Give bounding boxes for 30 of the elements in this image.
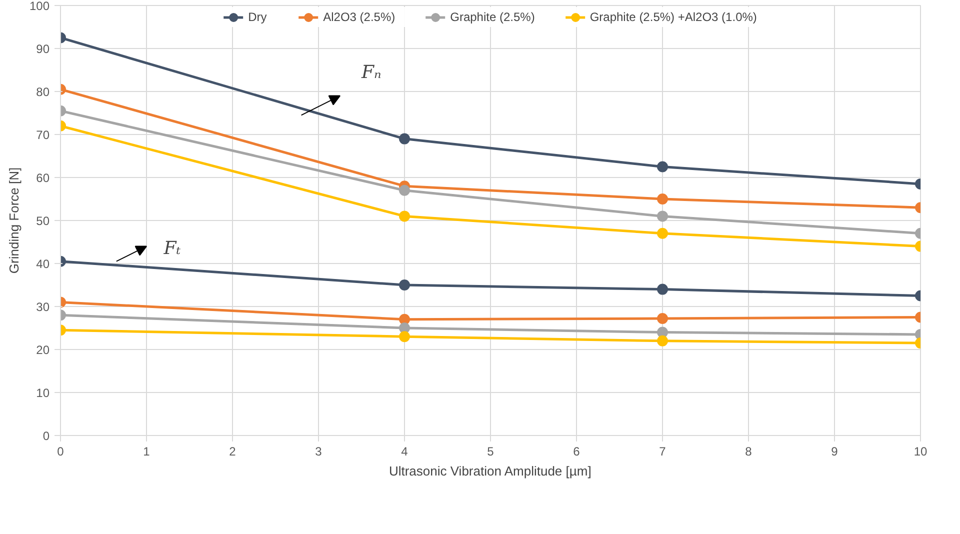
y-axis-title: Grinding Force [N] <box>6 167 22 274</box>
y-tick-label: 90 <box>36 42 50 56</box>
legend-label: Graphite (2.5%) <box>450 10 535 24</box>
x-tick-label: 0 <box>57 444 64 458</box>
x-axis-title: Ultrasonic Vibration Amplitude [µm] <box>388 464 592 478</box>
annotation: Fₜ <box>162 238 182 260</box>
y-tick-label: 100 <box>29 0 50 13</box>
y-tick-label: 50 <box>36 214 50 228</box>
y-tick-label: 0 <box>42 429 50 443</box>
x-tick-label: 2 <box>229 444 236 458</box>
x-tick-label: 9 <box>831 444 838 458</box>
x-tick-label: 8 <box>745 444 752 458</box>
y-tick-label: 80 <box>36 85 50 99</box>
x-tick-label: 7 <box>659 444 666 458</box>
x-tick-label: 4 <box>401 444 408 458</box>
y-tick-label: 10 <box>36 386 50 400</box>
y-tick-label: 30 <box>36 300 50 314</box>
y-tick-label: 60 <box>36 171 50 185</box>
x-tick-label: 3 <box>315 444 322 458</box>
y-tick-label: 20 <box>36 343 50 357</box>
annotation: Fₙ <box>360 62 382 83</box>
x-tick-label: 6 <box>573 444 580 458</box>
x-tick-label: 5 <box>487 444 494 458</box>
y-tick-label: 40 <box>36 257 50 271</box>
legend-label: Al2O3 (2.5%) <box>323 10 396 24</box>
x-tick-label: 10 <box>914 444 928 458</box>
y-tick-label: 70 <box>36 128 50 142</box>
legend-label: Graphite (2.5%) +Al2O3 (1.0%) <box>590 10 757 24</box>
x-tick-label: 1 <box>143 444 150 458</box>
legend-label: Dry <box>248 10 268 24</box>
